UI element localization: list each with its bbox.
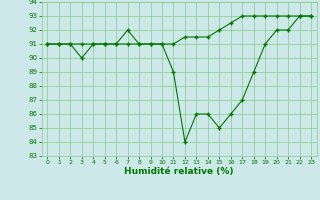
X-axis label: Humidité relative (%): Humidité relative (%) xyxy=(124,167,234,176)
